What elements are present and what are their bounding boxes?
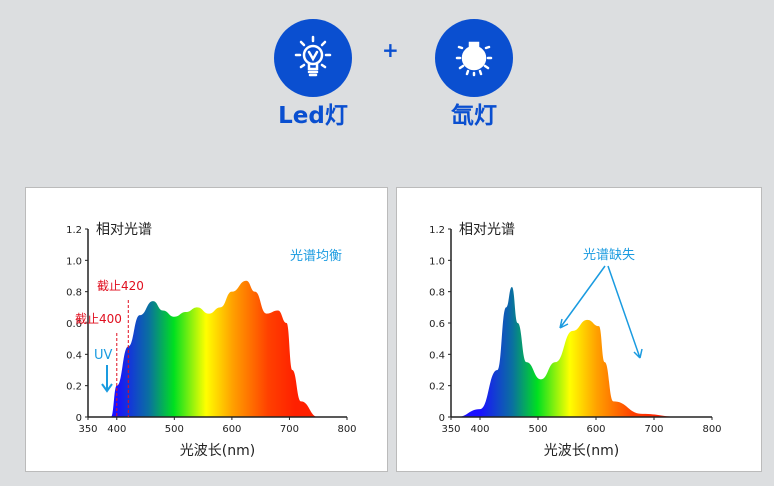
arrow-icon <box>559 265 606 329</box>
annotation-missing: 光谱缺失 <box>583 248 635 263</box>
y-tick-label: 0 <box>439 413 445 424</box>
x-tick-label: 800 <box>702 424 721 435</box>
x-axis-label: 光波长(nm) <box>180 443 255 459</box>
x-tick-label: 600 <box>586 424 605 435</box>
spectrum-area <box>111 280 319 417</box>
y-tick-label: 0.4 <box>66 350 82 361</box>
x-axis-label: 光波长(nm) <box>544 443 619 459</box>
led-bulb-icon <box>294 35 332 77</box>
x-tick-label: 350 <box>78 424 97 435</box>
annotation-uv: UV <box>94 348 113 363</box>
y-tick-label: 0.2 <box>66 382 82 393</box>
spectrum-area <box>456 286 678 417</box>
y-tick-label: 0.8 <box>429 288 445 299</box>
y-tick-label: 0 <box>76 413 82 424</box>
x-tick-label: 350 <box>441 424 460 435</box>
y-tick-label: 1.0 <box>429 256 445 267</box>
annotation-cut400: 截止400 <box>75 312 122 326</box>
arrow-icon <box>607 265 643 359</box>
y-axis-label: 相对光谱 <box>459 222 515 238</box>
plus-sign: + <box>382 38 399 62</box>
led-label: Led灯 <box>278 103 348 129</box>
x-tick-label: 600 <box>222 424 241 435</box>
led-icon-circle <box>274 19 352 97</box>
y-tick-label: 0.4 <box>429 350 445 361</box>
y-axis-label: 相对光谱 <box>96 222 152 238</box>
x-tick-label: 700 <box>644 424 663 435</box>
x-tick-label: 400 <box>107 424 126 435</box>
y-tick-label: 1.2 <box>429 225 445 236</box>
annotation-balanced: 光谱均衡 <box>290 249 342 264</box>
xenon-icon-circle <box>435 19 513 97</box>
y-tick-label: 1.2 <box>66 225 82 236</box>
xenon-bulb-icon <box>455 41 493 77</box>
xenon-label: 氙灯 <box>451 103 497 129</box>
y-tick-label: 0.8 <box>66 288 82 299</box>
x-tick-label: 800 <box>337 424 356 435</box>
x-tick-label: 500 <box>528 424 547 435</box>
annotation-cut420: 截止420 <box>97 279 144 293</box>
y-tick-label: 0.2 <box>429 382 445 393</box>
x-tick-label: 700 <box>280 424 299 435</box>
x-tick-label: 500 <box>165 424 184 435</box>
uv-arrow-icon <box>101 365 113 393</box>
y-tick-label: 0.6 <box>429 319 445 330</box>
y-tick-label: 0.6 <box>66 319 82 330</box>
x-tick-label: 400 <box>470 424 489 435</box>
y-tick-label: 1.0 <box>66 256 82 267</box>
